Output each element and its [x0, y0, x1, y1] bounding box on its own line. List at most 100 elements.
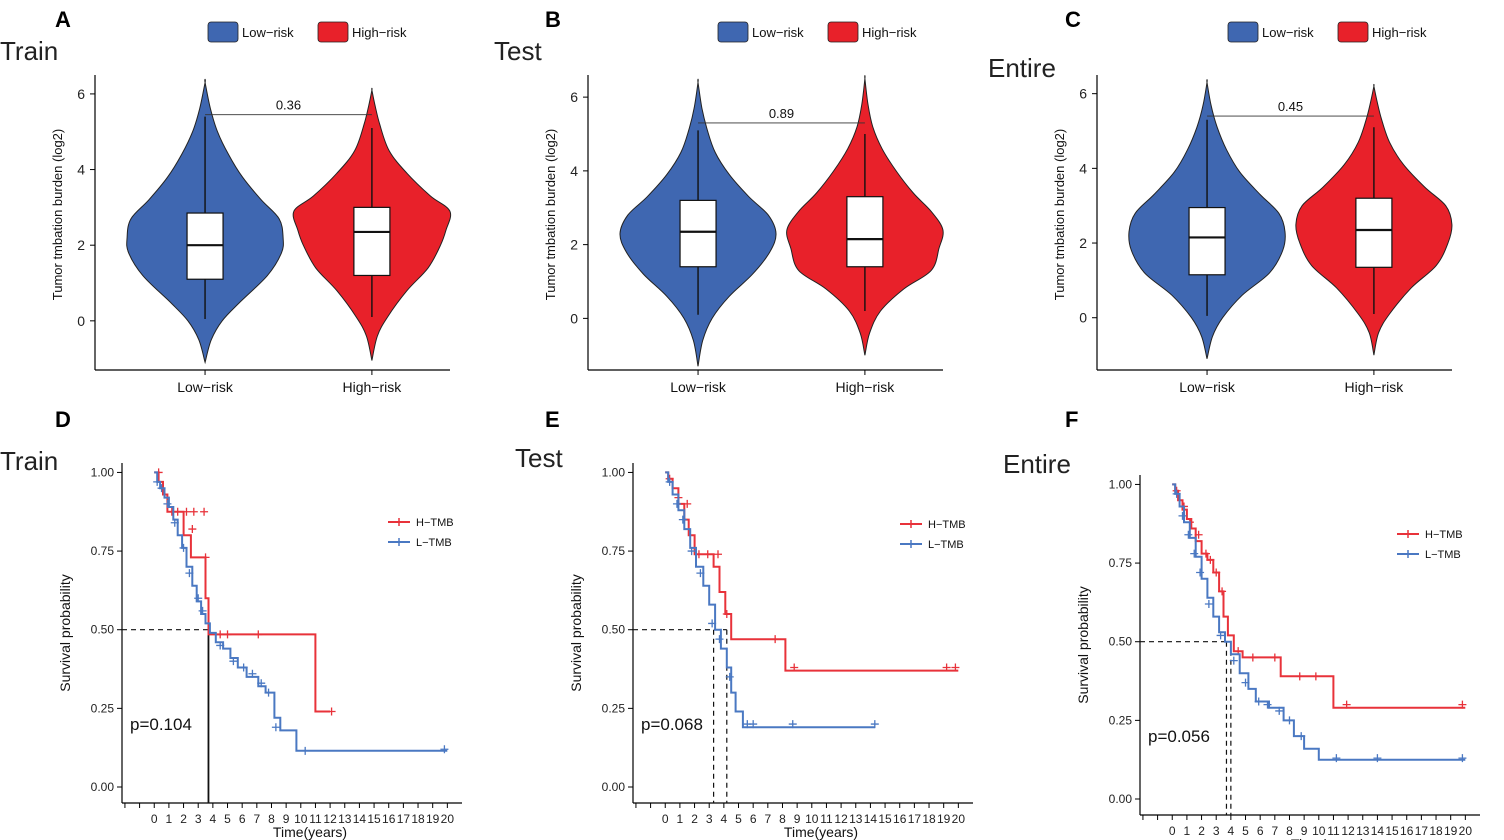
censor-mark [1201, 549, 1210, 558]
violin-low-risk [619, 78, 777, 367]
violin-panel-b: Test Low−risk High−risk 0 2 4 6 Tumor tmbation … [494, 21, 944, 395]
x-tick-label: 13 [1356, 824, 1370, 838]
censor-mark [179, 543, 188, 552]
x-tick-label: 3 [195, 812, 202, 826]
violin-panel-a: Train Low−risk High−risk 0 2 4 6 Tumor tmbation… [0, 21, 452, 395]
y-tick-label: 0.25 [1109, 713, 1133, 727]
violin-high-risk [292, 87, 452, 361]
y-tick-label: 6 [1079, 86, 1087, 102]
censor-mark [216, 630, 225, 639]
censor-mark [1373, 754, 1382, 763]
censor-mark [725, 672, 734, 681]
x-tick-label: 20 [1459, 824, 1473, 838]
x-tick-label: 4 [210, 812, 217, 826]
censor-mark [254, 630, 263, 639]
censor-mark [1270, 653, 1279, 662]
x-tick-label: 20 [952, 812, 966, 826]
km-curve-l-tmb [153, 471, 449, 755]
legend-swatch-low-risk [1227, 21, 1259, 43]
x-tick-label: 7 [1271, 824, 1278, 838]
x-axis-label: Time(years) [1291, 836, 1365, 840]
x-tick-label: 0 [151, 812, 158, 826]
censor-mark [1229, 656, 1238, 665]
x-tick-label: 5 [735, 812, 742, 826]
censor-mark [1311, 672, 1320, 681]
y-axis-label: Survival probability [57, 574, 73, 692]
km-step-line [1172, 483, 1466, 761]
censor-mark [683, 499, 692, 508]
y-tick-label: 0.00 [602, 780, 626, 794]
y-tick-label: 6 [570, 89, 578, 105]
x-tick-label-high-risk: High−risk [1345, 379, 1405, 395]
x-tick-label: 12 [323, 812, 337, 826]
x-tick-label: 1 [1184, 824, 1191, 838]
censor-mark [678, 515, 687, 524]
y-tick-label: 0 [570, 310, 578, 326]
censor-mark [715, 635, 724, 644]
x-tick-label: 12 [834, 812, 848, 826]
legend-swatch-low-risk [207, 21, 239, 43]
x-tick-label: 20 [441, 812, 455, 826]
censor-mark [216, 641, 225, 650]
x-tick-label: 13 [338, 812, 352, 826]
x-tick-label: 1 [677, 812, 684, 826]
y-axis-label: Tumor tmbation burden (log2) [543, 129, 558, 301]
x-tick-label: 18 [411, 812, 425, 826]
x-tick-label: 8 [268, 812, 275, 826]
cohort-label: Train [0, 446, 58, 476]
censor-mark [1275, 706, 1284, 715]
x-axis-label: Time(years) [273, 824, 347, 840]
violin-panel-c: Entire Low−risk High−risk 0 2 4 6 Tumor tmbatio… [988, 21, 1453, 395]
censor-mark [163, 499, 172, 508]
legend: Low−risk High−risk [717, 21, 917, 43]
x-tick-label: 6 [1257, 824, 1264, 838]
x-tick-label: 9 [1301, 824, 1308, 838]
pvalue-label: 0.89 [769, 106, 794, 121]
censor-mark [1212, 568, 1221, 577]
km-step-line [1172, 483, 1466, 709]
y-axis-label: Survival probability [1075, 586, 1091, 704]
y-tick-label: 0.00 [91, 780, 115, 794]
y-tick-label: 1.00 [91, 465, 115, 479]
x-tick-label: 15 [1385, 824, 1399, 838]
y-axis-label: Tumor tmbation burden (log2) [1052, 129, 1067, 301]
censor-mark [440, 745, 449, 754]
y-tick-label: 1.00 [602, 465, 626, 479]
pvalue-label: 0.36 [276, 98, 301, 113]
legend-swatch-high-risk [827, 21, 859, 43]
censor-mark [327, 707, 336, 716]
censor-mark [200, 507, 209, 516]
x-tick-label: 8 [779, 812, 786, 826]
x-tick-label: 10 [805, 812, 819, 826]
censor-mark [951, 663, 960, 672]
km-curve-l-tmb [1172, 483, 1467, 763]
x-tick-label: 15 [878, 812, 892, 826]
boxplot-box [353, 206, 391, 277]
panel-letter-f: F [1065, 407, 1078, 432]
y-tick-label: 0.25 [602, 701, 626, 715]
censor-mark [1248, 653, 1257, 662]
censor-mark [264, 688, 273, 697]
censor-mark [1263, 700, 1272, 709]
x-tick-label: 17 [908, 812, 922, 826]
censor-mark [1218, 587, 1227, 596]
censor-mark [1190, 549, 1199, 558]
pvalue-label: p=0.068 [641, 715, 703, 734]
x-tick-label: 13 [849, 812, 863, 826]
censor-mark [1184, 530, 1193, 539]
y-tick-label: 4 [77, 162, 85, 178]
km-step-line [154, 471, 448, 752]
legend: H−TMB L−TMB [388, 517, 454, 549]
km-step-line [665, 471, 875, 729]
cohort-label: Test [515, 443, 563, 473]
legend-label-h-tmb: H−TMB [928, 519, 966, 531]
censor-mark [271, 723, 280, 732]
censor-mark [198, 606, 207, 615]
y-tick-label: 0.25 [91, 701, 115, 715]
km-step-line [665, 471, 959, 672]
censor-mark [714, 550, 722, 559]
censor-mark [1172, 489, 1181, 498]
